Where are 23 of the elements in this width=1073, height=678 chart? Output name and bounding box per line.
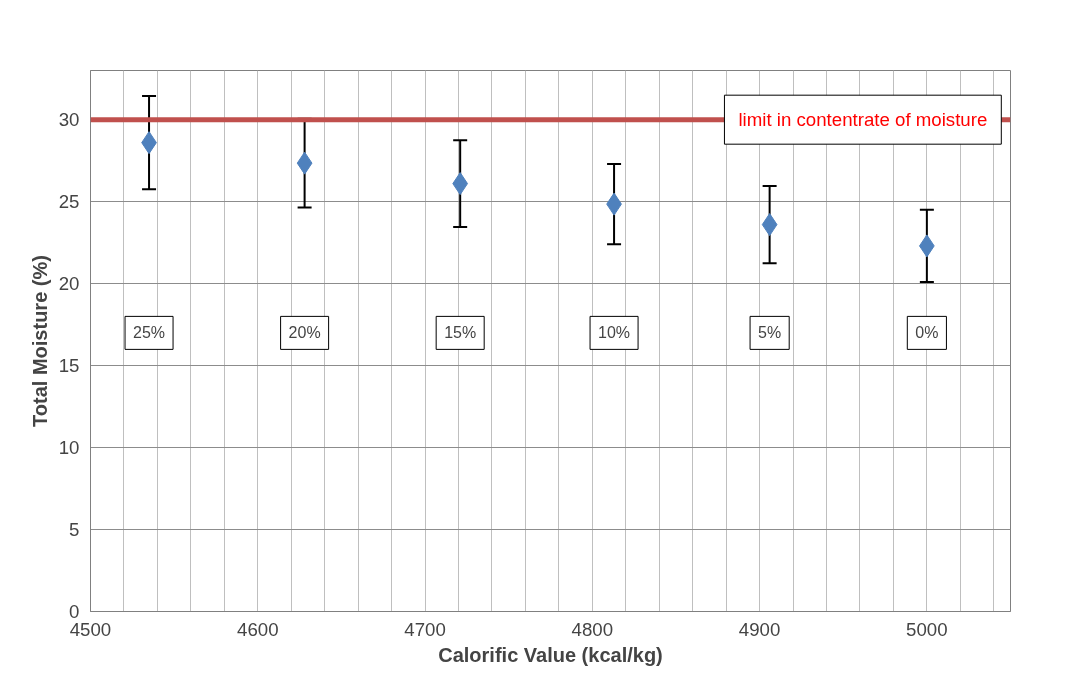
x-axis-title: Calorific Value (kcal/kg) <box>438 643 663 666</box>
annotation: 0% <box>915 324 939 342</box>
ref-line-label: limit in contentrate of moisture <box>738 109 988 131</box>
y-tick-label: 10 <box>58 437 80 459</box>
y-tick-label: 25 <box>58 191 80 213</box>
annotation: 25% <box>133 324 166 342</box>
x-tick-label: 4800 <box>571 618 614 640</box>
point <box>452 172 469 196</box>
x-tick-label: 5000 <box>906 618 948 640</box>
x-tick-label: 4700 <box>404 618 446 640</box>
y-axis-title: Total Moisture (%) <box>28 255 51 427</box>
y-tick-label: 5 <box>69 519 80 541</box>
x-tick-label: 4900 <box>738 618 781 640</box>
annotation: 15% <box>444 324 477 342</box>
point <box>296 151 313 175</box>
annotation: 10% <box>598 324 631 342</box>
y-tick-label: 20 <box>58 273 80 295</box>
point <box>761 213 778 237</box>
y-tick-label: 15 <box>58 355 80 377</box>
annotation: 5% <box>758 324 782 342</box>
y-tick-label: 30 <box>58 109 80 131</box>
annotation: 20% <box>288 324 321 342</box>
x-tick-label: 4600 <box>237 618 279 640</box>
